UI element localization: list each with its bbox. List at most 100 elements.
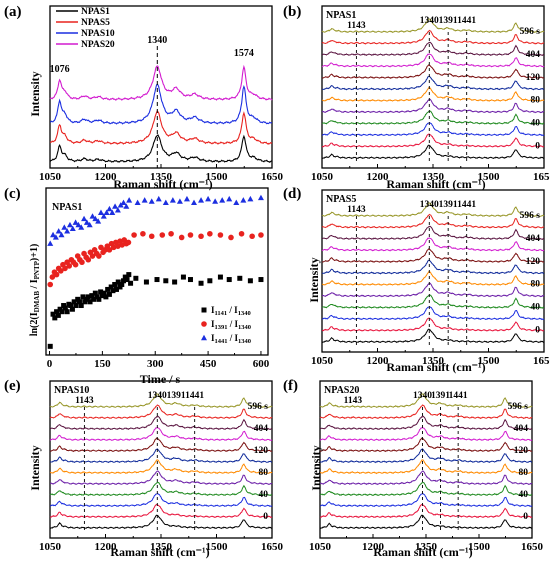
scatter-point-square	[80, 294, 86, 300]
legend-entry-part: 1141	[215, 310, 228, 317]
spectrum-line	[321, 53, 545, 68]
panel-label-b: (b)	[283, 4, 301, 20]
scatter-point-square	[54, 309, 60, 315]
scatter-point-triangle	[126, 197, 133, 203]
x-tick-label: 1500	[468, 541, 491, 553]
legend-entry-part: I	[211, 319, 215, 329]
peak-label: 1574	[234, 48, 254, 59]
scatter-point-triangle	[176, 198, 183, 204]
scatter-point-circle	[53, 271, 60, 278]
peak-label: 1391	[431, 391, 450, 401]
scatter-point-triangle	[257, 194, 264, 201]
scatter-point-triangle	[92, 215, 99, 222]
x-axis-label-e: Raman shift (cm⁻¹)	[110, 545, 209, 559]
y-axis-label-f: Intensity	[309, 445, 323, 490]
spectrum-line	[321, 202, 545, 218]
y-axis-label-c-b: / I	[29, 279, 40, 291]
scatter-point-triangle	[183, 195, 190, 202]
spectrum-line	[319, 470, 533, 486]
x-tick-label: 1500	[206, 541, 229, 553]
legend-marker	[201, 321, 207, 327]
time-label: 596 s	[520, 27, 541, 37]
spectrum-line	[321, 259, 545, 275]
spectrum-line	[321, 237, 545, 252]
scatter-point-square	[92, 290, 98, 296]
spectrum-line	[319, 481, 533, 497]
x-tick-label: 1500	[206, 171, 229, 183]
scatter-point-circle	[131, 232, 137, 238]
scatter-point-circle	[228, 234, 234, 241]
scatter-point-triangle	[109, 209, 116, 215]
peak-label: 1441	[457, 16, 476, 26]
spectrum-line	[321, 87, 545, 102]
spectrum-line	[49, 109, 273, 145]
x-axis-label-c-text: Time / s	[140, 372, 181, 386]
scatter-point-triangle	[106, 205, 113, 212]
y-axis-label-a: Intensity	[28, 71, 42, 116]
scatter-point-triangle	[64, 228, 71, 234]
scatter-point-square	[124, 277, 130, 283]
scatter-point-triangle	[123, 203, 130, 209]
scatter-point-circle	[159, 232, 166, 238]
scatter-point-circle	[110, 244, 117, 251]
scatter-point-triangle	[148, 198, 155, 204]
peak-label: 1391	[167, 391, 186, 401]
spectrum-line	[50, 83, 273, 125]
peak-label: 1340	[148, 391, 167, 401]
spectrum-line	[321, 144, 544, 160]
y-axis-label-e: Intensity	[28, 445, 42, 490]
peak-label: 1340	[413, 391, 432, 401]
legend-marker	[201, 334, 207, 341]
spectrum-line	[322, 98, 545, 114]
spectrum-line	[49, 404, 273, 420]
spectrum-line	[321, 328, 544, 344]
y-axis-label-d: Intensity	[307, 257, 321, 302]
time-label: 80	[531, 280, 541, 290]
x-axis-label-b: Raman shift (cm⁻¹)	[386, 177, 485, 191]
scatter-point-square	[172, 279, 178, 285]
time-label: 120	[514, 446, 529, 456]
scatter-point-circle	[238, 230, 245, 237]
scatter-point-triangle	[100, 213, 107, 219]
panel-label-d: (d)	[283, 186, 301, 202]
scatter-point-triangle	[58, 231, 65, 238]
panel-label-e: (e)	[4, 378, 21, 394]
scatter-point-square	[87, 299, 93, 305]
time-label: 0	[263, 512, 268, 522]
scatter-point-circle	[62, 265, 68, 272]
legend-entry-part: 1441	[215, 338, 228, 345]
x-tick-label: 1050	[311, 171, 334, 183]
plot-frame	[45, 187, 269, 356]
scatter-point-circle	[85, 256, 92, 263]
scatter-point-circle	[207, 230, 213, 237]
spectrum-line	[319, 459, 533, 475]
legend-entry-part: / I	[227, 305, 238, 315]
scatter-point-triangle	[69, 225, 76, 232]
scatter-point-triangle	[219, 197, 226, 203]
scatter-point-square	[98, 289, 104, 295]
peak-label: 1340	[147, 35, 167, 46]
scatter-point-square	[68, 303, 74, 309]
x-tick-label: 1200	[367, 171, 390, 183]
peak-label: 1340	[420, 16, 439, 26]
y-axis-label-c-sub2: PNTP	[33, 260, 41, 279]
scatter-point-square	[71, 299, 77, 305]
spectrum-line	[49, 503, 273, 519]
scatter-point-circle	[89, 253, 96, 259]
y-axis-label-c-c: )+1)	[29, 244, 40, 261]
spectrum-line	[321, 213, 545, 229]
time-label: 120	[526, 257, 541, 267]
legend-entry-part: 1340	[238, 310, 251, 317]
scatter-point-circle	[79, 259, 85, 266]
x-axis-label-d: Raman shift (cm⁻¹)	[386, 360, 485, 374]
scatter-point-square	[207, 278, 213, 284]
spectrum-line	[319, 415, 533, 431]
time-label: 0	[535, 142, 540, 152]
scatter-point-circle	[249, 233, 255, 240]
spectrum-line	[321, 133, 545, 148]
spectrum-line	[321, 294, 545, 309]
scatter-point-circle	[98, 244, 104, 251]
scatter-point-square	[64, 309, 70, 315]
scatter-point-circle	[58, 268, 64, 274]
